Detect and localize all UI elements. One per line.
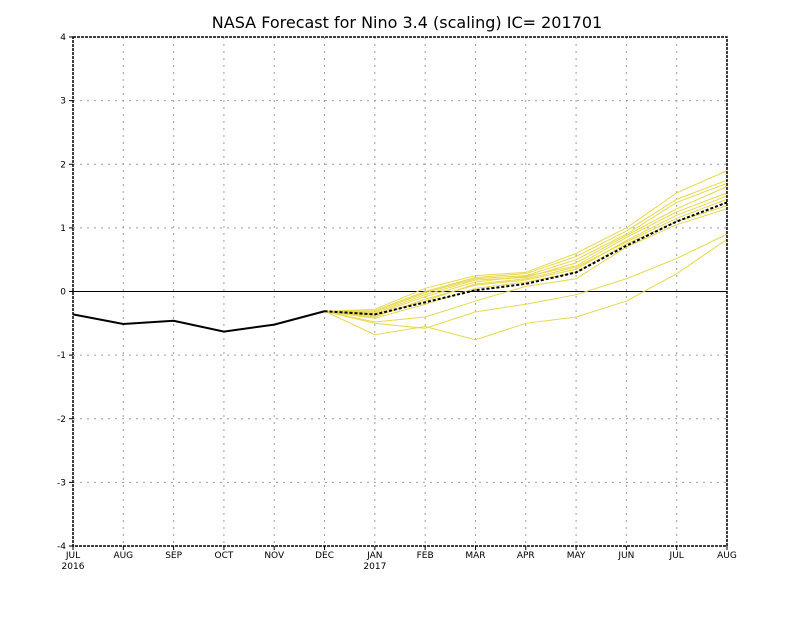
y-tick-label: -2	[57, 415, 66, 425]
x-tick-label: JUN	[617, 551, 634, 561]
ensemble-member-line	[324, 238, 728, 341]
ensemble-mean-layer	[324, 201, 728, 316]
x-tick-label: AUG	[113, 551, 133, 561]
x-tick-label: FEB	[417, 551, 434, 561]
y-tick-labels: -4 -3 -2 -1 0 1 2 3 4	[57, 33, 73, 552]
ensemble-member-line	[324, 208, 728, 323]
x-tick-label: JAN	[366, 551, 382, 561]
x-tick-label: DEC	[315, 551, 334, 561]
ensemble-member-line	[324, 170, 728, 312]
y-tick-label: 2	[60, 160, 66, 170]
x-tick-label: JUL	[669, 551, 684, 561]
x-tick-label: AUG	[717, 551, 737, 561]
x-tick-label: JUL	[65, 551, 80, 561]
plot-frame	[72, 36, 728, 547]
y-tick-label: -1	[57, 351, 66, 361]
y-tick-label: 0	[60, 288, 66, 298]
ensemble-member-line	[324, 182, 728, 313]
ensemble-member-line	[324, 192, 728, 315]
x-tick-label: SEP	[165, 551, 182, 561]
grid-layer	[73, 37, 727, 546]
x-tick-label: APR	[517, 551, 535, 561]
observed-line	[72, 310, 325, 333]
y-tick-label: -3	[57, 478, 66, 488]
x-tick-label: MAY	[567, 551, 586, 561]
x-tick-label: MAR	[465, 551, 485, 561]
x-year-label: 2016	[62, 562, 85, 572]
ensemble-member-line	[324, 179, 728, 312]
ensemble-mean-line	[324, 201, 728, 316]
y-tick-label: 4	[60, 33, 66, 43]
observed-layer	[72, 310, 325, 333]
chart-title: NASA Forecast for Nino 3.4 (scaling) IC=…	[212, 13, 602, 32]
y-tick-label: 1	[60, 224, 66, 234]
x-tick-label: NOV	[264, 551, 285, 561]
x-year-label: 2017	[363, 562, 386, 572]
plot-frame-layer	[72, 36, 728, 547]
y-tick-label: 3	[60, 97, 66, 107]
y-tick-label: -4	[57, 542, 66, 552]
ensemble-member-line	[324, 233, 728, 329]
x-tick-label: OCT	[214, 551, 233, 561]
ensemble-member-line	[324, 186, 728, 314]
